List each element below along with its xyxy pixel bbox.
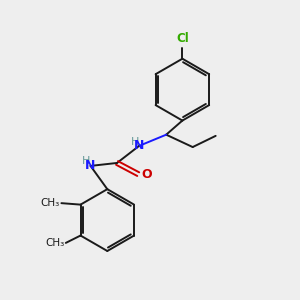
Text: N: N <box>134 140 144 152</box>
Text: CH₃: CH₃ <box>45 238 64 248</box>
Text: H: H <box>131 137 139 147</box>
Text: Cl: Cl <box>176 32 189 45</box>
Text: O: O <box>142 168 152 181</box>
Text: N: N <box>85 159 96 172</box>
Text: CH₃: CH₃ <box>41 198 60 208</box>
Text: H: H <box>82 156 91 166</box>
